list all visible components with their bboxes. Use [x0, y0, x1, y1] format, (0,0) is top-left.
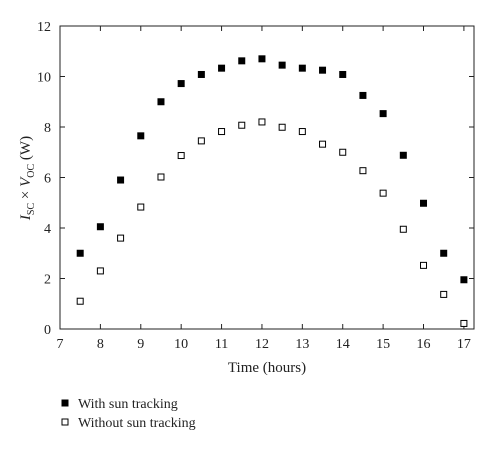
point-with-sun-tracking	[137, 132, 145, 140]
point-with-sun-tracking	[440, 249, 448, 257]
point-without-sun-tracking	[137, 203, 145, 211]
point-with-sun-tracking	[399, 151, 407, 159]
point-with-sun-tracking	[258, 55, 266, 63]
point-with-sun-tracking	[420, 199, 428, 207]
point-without-sun-tracking	[258, 118, 266, 126]
point-without-sun-tracking	[278, 123, 286, 131]
point-with-sun-tracking	[157, 98, 165, 106]
x-tick-label: 10	[174, 337, 188, 352]
x-tick-label: 15	[376, 337, 390, 352]
x-tick-label: 16	[417, 337, 431, 352]
x-tick-label: 17	[457, 337, 471, 352]
x-tick-label: 12	[255, 337, 269, 352]
point-without-sun-tracking	[238, 121, 246, 129]
point-without-sun-tracking	[117, 234, 125, 242]
x-tick-label: 7	[57, 337, 64, 352]
x-tick-label: 14	[336, 337, 350, 352]
x-tick-labels: 7 8 9 10 11 12 13 14 15 16 17	[57, 337, 471, 352]
point-without-sun-tracking	[197, 137, 205, 145]
point-with-sun-tracking	[460, 276, 468, 284]
point-without-sun-tracking	[218, 128, 226, 136]
x-tick-label: 13	[295, 337, 309, 352]
point-with-sun-tracking	[278, 61, 286, 69]
data-markers	[76, 55, 468, 327]
point-with-sun-tracking	[197, 70, 205, 78]
legend-label-with-sun-tracking: With sun tracking	[78, 397, 178, 412]
point-with-sun-tracking	[218, 64, 226, 72]
point-with-sun-tracking	[319, 66, 327, 74]
point-without-sun-tracking	[177, 152, 185, 160]
point-with-sun-tracking	[339, 70, 347, 78]
point-without-sun-tracking	[76, 297, 84, 305]
tick-marks	[59, 25, 474, 330]
point-without-sun-tracking	[379, 189, 387, 197]
y-tick-labels: 0 2 4 6 8 10 12	[37, 20, 51, 338]
point-with-sun-tracking	[238, 57, 246, 65]
point-with-sun-tracking	[76, 249, 84, 257]
plot-area	[59, 25, 475, 330]
point-without-sun-tracking	[157, 173, 165, 181]
point-with-sun-tracking	[96, 223, 104, 231]
point-with-sun-tracking	[359, 91, 367, 99]
y-tick-label: 2	[44, 273, 51, 288]
point-without-sun-tracking	[460, 319, 468, 327]
x-tick-label: 11	[215, 337, 228, 352]
point-without-sun-tracking	[359, 167, 367, 175]
point-without-sun-tracking	[420, 261, 428, 269]
point-without-sun-tracking	[440, 290, 448, 298]
point-with-sun-tracking	[117, 176, 125, 184]
y-tick-label: 8	[44, 121, 51, 136]
y-tick-label: 4	[44, 222, 51, 237]
y-tick-label: 0	[44, 323, 51, 338]
point-without-sun-tracking	[96, 267, 104, 275]
y-tick-label: 12	[37, 20, 51, 35]
point-without-sun-tracking	[399, 225, 407, 233]
legend-label-without-sun-tracking: Without sun tracking	[78, 416, 196, 431]
x-tick-label: 8	[97, 337, 104, 352]
legend: With sun tracking Without sun tracking	[61, 397, 196, 431]
x-tick-label: 9	[137, 337, 144, 352]
legend-marker-without-sun-tracking	[61, 418, 69, 426]
point-with-sun-tracking	[177, 80, 185, 88]
point-with-sun-tracking	[298, 64, 306, 72]
y-tick-label: 10	[37, 71, 51, 86]
point-without-sun-tracking	[298, 128, 306, 136]
point-without-sun-tracking	[339, 148, 347, 156]
point-with-sun-tracking	[379, 110, 387, 118]
legend-marker-with-sun-tracking	[61, 399, 69, 407]
y-axis-label: ISC × VOC (W)	[18, 136, 37, 221]
point-without-sun-tracking	[319, 140, 327, 148]
y-tick-label: 6	[44, 172, 51, 187]
x-axis-label: Time (hours)	[228, 360, 306, 376]
